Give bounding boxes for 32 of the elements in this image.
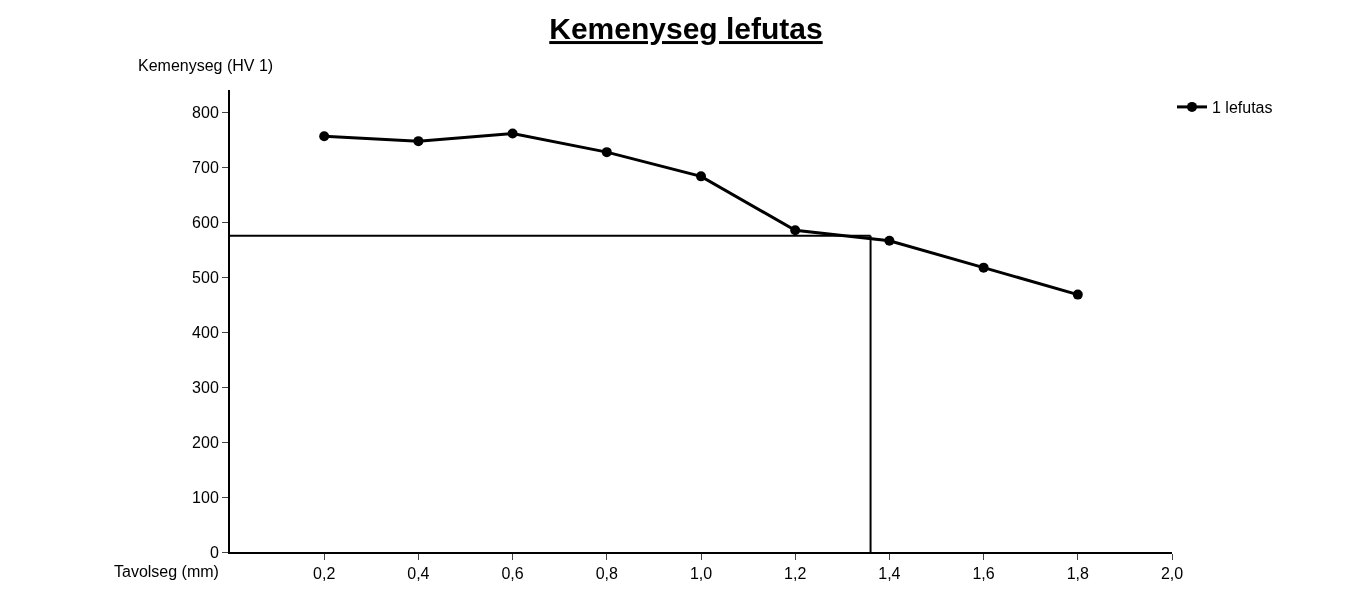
y-tick-label: 600 [192, 213, 219, 231]
legend-label: 1 lefutas [1212, 99, 1273, 117]
y-tick-label: 800 [192, 103, 219, 121]
point [601, 147, 612, 158]
x-tick-label: 1,4 [878, 565, 901, 583]
x-tick-label: 1,2 [784, 565, 807, 583]
x-tick-label: 1,6 [972, 565, 995, 583]
x-tick-label: 1,0 [689, 565, 713, 583]
y-tick-label: 400 [192, 323, 219, 341]
x-tick-label: 0,8 [595, 565, 619, 583]
point [1072, 289, 1083, 300]
y-axis-title: Kemenyseg (HV 1) [138, 57, 274, 74]
y-tick-label: 100 [192, 488, 219, 506]
point [978, 262, 989, 273]
point [319, 131, 330, 142]
point [790, 225, 801, 236]
x-tick-label: 0,4 [407, 565, 430, 583]
point [413, 136, 424, 147]
x-axis-title: Tavolseg (mm) [114, 563, 219, 580]
point [884, 235, 895, 246]
y-tick-label: 200 [192, 433, 219, 451]
y-tick-label: 0 [209, 543, 219, 561]
x-tick-label: 0,2 [313, 565, 336, 583]
y-tick-label: 300 [192, 378, 219, 396]
x-tick-label: 1,8 [1066, 565, 1090, 583]
chart-title: Kemenyseg lefutas [549, 12, 823, 46]
x-tick-label: 0,6 [501, 565, 524, 583]
x-tick-label: 2,0 [1160, 565, 1184, 583]
y-tick-label: 700 [192, 158, 219, 176]
y-tick-label: 500 [192, 268, 219, 286]
point [507, 128, 518, 139]
point [696, 171, 706, 182]
